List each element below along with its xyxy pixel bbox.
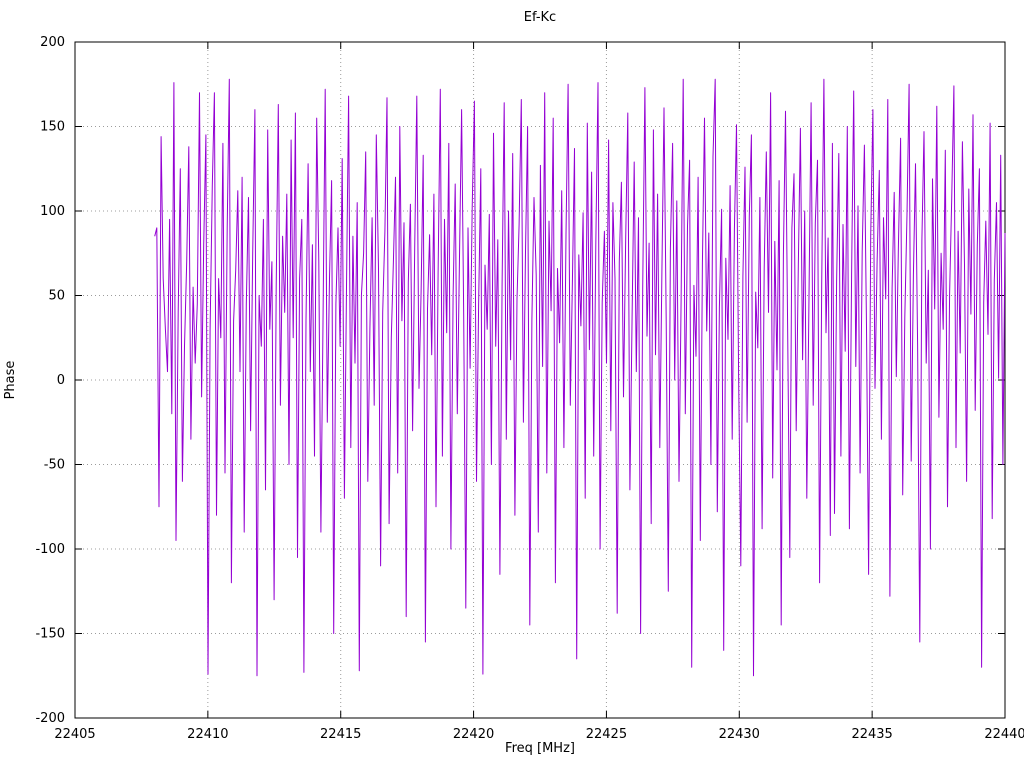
x-tick-label: 22435 (851, 727, 892, 742)
y-tick-label: 50 (48, 289, 65, 304)
chart-title: Ef-Kc (524, 10, 556, 25)
x-tick-label: 22405 (54, 727, 95, 742)
x-tick-label: 22415 (320, 727, 361, 742)
y-tick-label: 0 (57, 373, 65, 388)
y-tick-label: -150 (35, 627, 65, 642)
data-line (154, 78, 1006, 677)
x-tick-label: 22425 (586, 727, 627, 742)
x-axis-label: Freq [MHz] (505, 741, 575, 756)
y-tick-label: 150 (40, 120, 65, 135)
x-tick-label: 22420 (453, 727, 494, 742)
y-tick-label: -200 (35, 711, 65, 726)
y-tick-label: -100 (35, 542, 65, 557)
y-tick-label: 100 (40, 204, 65, 219)
y-tick-label: 200 (40, 35, 65, 50)
plot-border (74, 41, 1006, 719)
x-tick-label: 22430 (719, 727, 760, 742)
plot-axes-grid-and-data: 22405 22410 22415 22420 22425 22430 22435 22440… (35, 35, 1024, 742)
x-tick-label: 22410 (187, 727, 228, 742)
y-axis-label: Phase (3, 361, 18, 400)
x-tick-label: 22440 (984, 727, 1024, 742)
y-tick-label: -50 (44, 458, 65, 473)
